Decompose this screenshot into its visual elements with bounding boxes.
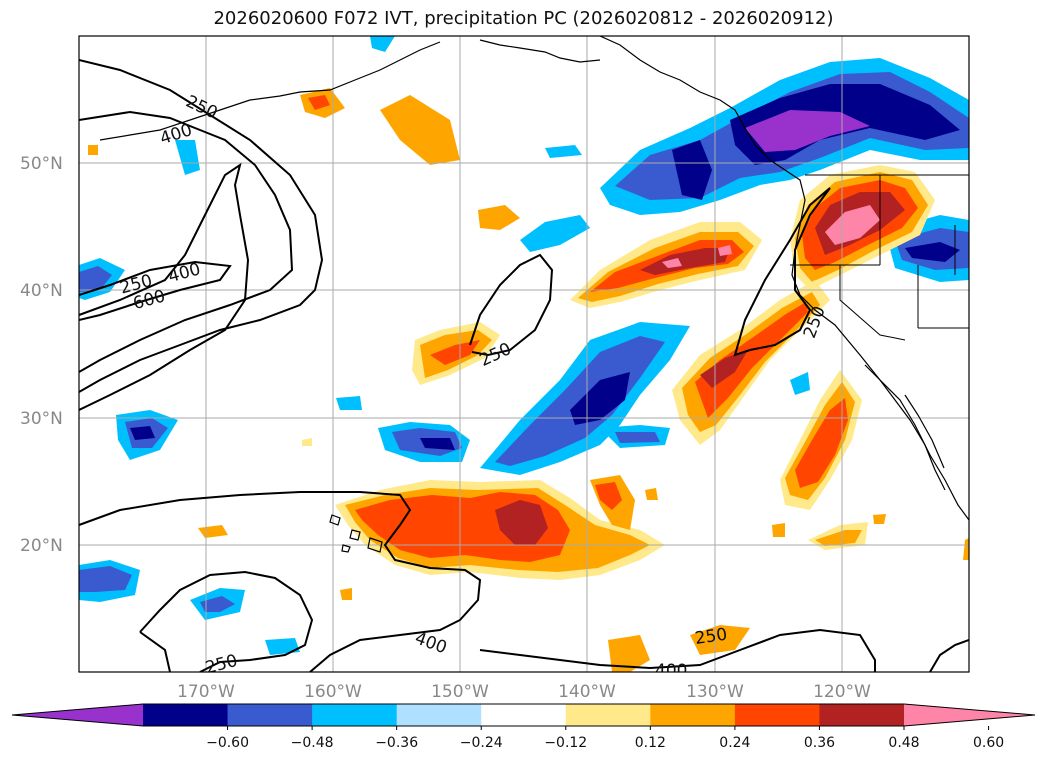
contour-label: 250 [694,625,729,649]
colorbar-tick-label: 0.12 [635,735,666,751]
colorbar-outline [11,703,1036,727]
lat-label: 50°N [20,154,63,174]
colorbar-segment [396,704,482,726]
lon-label: 140°W [558,682,616,702]
longitude-labels: 170°W 160°W 150°W 140°W 130°W 120°W [177,682,871,702]
colorbar-segment [143,704,229,726]
state-borders [790,174,969,341]
colorbar-tick-label: −0.48 [291,735,334,751]
negative-anomaly-central [79,140,810,655]
colorbar-extend-low [12,704,143,726]
colorbar: −0.60 −0.48 −0.36 −0.24 −0.12 0.12 0.24 0.36 0.4… [11,703,1036,751]
map-title: 2026020600 F072 IVT, precipitation PC (2… [213,8,834,29]
lon-label: 170°W [177,682,235,702]
colorbar-tick-label: −0.12 [544,735,587,751]
latitude-labels: 50°N 40°N 30°N 20°N [20,154,63,556]
contour-label: 400 [655,661,687,681]
colorbar-segment [227,704,313,726]
colorbar-extend-high [904,704,1035,726]
graticule [79,36,969,672]
lat-label: 40°N [20,281,63,301]
lat-label: 30°N [20,409,63,429]
colorbar-tick-label: 0.24 [719,735,750,751]
colorbar-segment [312,704,398,726]
lat-label: 20°N [20,536,63,556]
colorbar-tick-label: −0.24 [460,735,503,751]
colorbar-tick-label: 0.48 [888,735,919,751]
map-border [78,35,970,673]
contour-label: 250 [203,651,240,679]
colorbar-tick-label: 0.36 [804,735,835,751]
colorbar-segment [650,704,736,726]
colorbar-segment [565,704,651,726]
negative-anomaly-pnw [370,36,969,282]
lon-label: 130°W [686,682,744,702]
ivt-contours [79,59,969,672]
colorbar-segment [734,704,820,726]
lon-label: 120°W [813,682,871,702]
lon-label: 150°W [431,682,489,702]
colorbar-tick-label: −0.60 [206,735,249,751]
colorbar-tick-label: 0.60 [973,735,1004,751]
colorbar-segment [481,704,567,726]
positive-anomaly-fields [88,88,969,672]
lon-label: 160°W [304,682,362,702]
colorbar-segment [819,704,905,726]
coastlines [99,36,969,553]
colorbar-tick-label: −0.36 [375,735,418,751]
